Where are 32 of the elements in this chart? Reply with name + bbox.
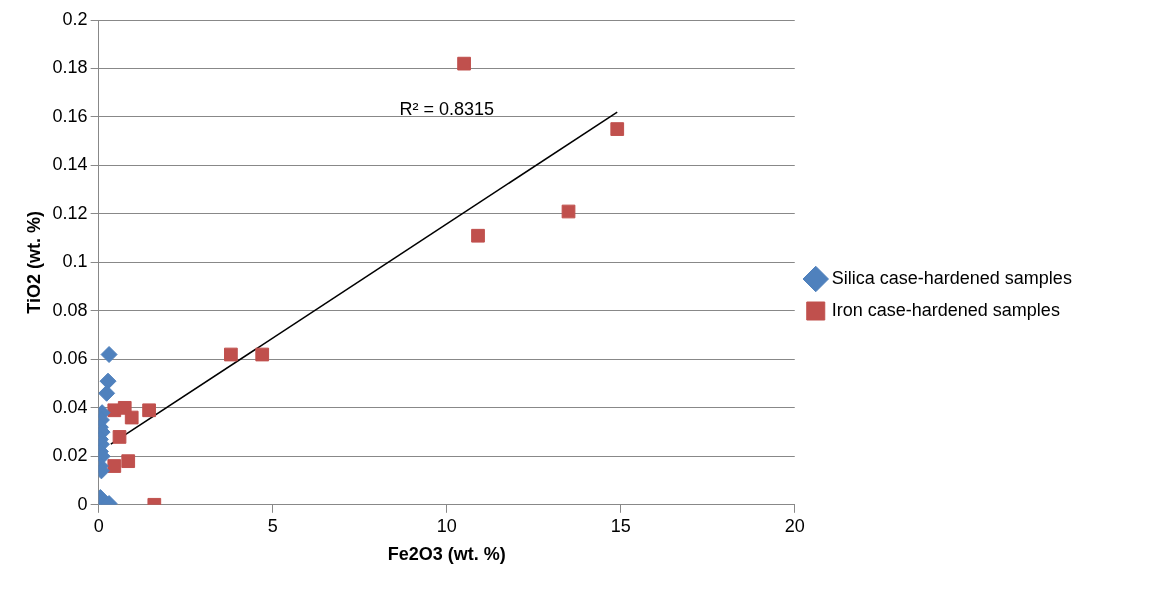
y-tick-label: 0.18 [52,57,88,78]
point [112,430,127,444]
point [142,403,156,418]
point [471,228,485,243]
x-tick-label: 5 [267,515,278,536]
x-tick-label: 15 [610,515,631,536]
y-tick-label: 0.04 [52,396,88,417]
y-tick-label: 0.16 [52,105,88,126]
annotation: R² = 0.8315 [399,98,494,119]
y-tick-label: 0.12 [52,202,88,223]
point [121,454,136,469]
y-tick-label: 0.1 [62,251,88,272]
legend-label: Silica case-hardened samples [831,267,1072,288]
y-tick-label: 0.08 [52,299,88,320]
legend-label: Iron case-hardened samples [831,299,1060,320]
point [457,56,471,71]
point [224,347,238,362]
point [610,122,625,136]
y-axis-title: TiO2 (wt. %) [23,211,44,314]
point [561,204,576,219]
point [107,459,122,473]
y-tick-label: 0 [77,493,88,514]
y-tick-label: 0.06 [52,348,88,369]
point [124,410,139,425]
x-axis-title: Fe2O3 (wt. %) [387,544,506,565]
point [255,347,270,362]
y-tick-label: 0.14 [52,154,88,175]
y-tick-label: 0.02 [52,445,88,466]
x-tick-label: 20 [784,515,805,536]
x-tick-label: 0 [93,515,104,536]
y-tick-label: 0.2 [62,8,88,29]
x-tick-label: 10 [436,515,457,536]
